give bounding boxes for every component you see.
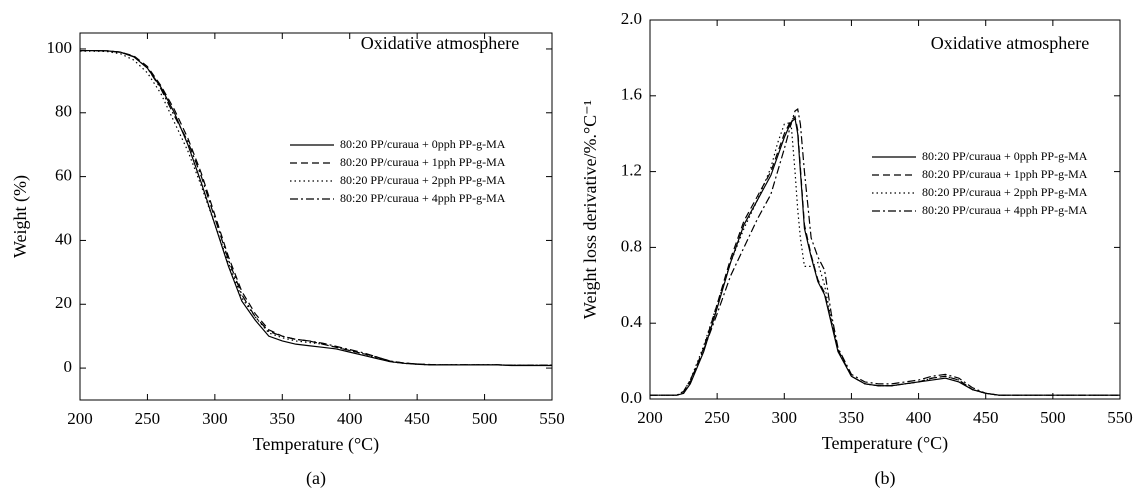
x-tick-label: 500 — [472, 409, 498, 428]
plot-frame — [649, 19, 1121, 400]
plot-frame — [79, 32, 553, 401]
x-tick-label: 550 — [1107, 408, 1133, 427]
y-tick-label: 0.8 — [621, 236, 642, 255]
legend-label: 80:20 PP/curaua + 2pph PP-g-MA — [340, 173, 506, 187]
y-tick-label: 1.2 — [621, 161, 642, 180]
x-tick-label: 450 — [404, 409, 430, 428]
data-line — [80, 49, 552, 367]
x-tick-label: 550 — [539, 409, 565, 428]
y-tick-label: 60 — [55, 166, 72, 185]
x-tick-label: 400 — [906, 408, 932, 427]
legend-label: 80:20 PP/curaua + 1pph PP-g-MA — [340, 155, 506, 169]
data-line — [650, 117, 1120, 396]
x-tick-label: 300 — [202, 409, 228, 428]
x-tick-label: 200 — [67, 409, 93, 428]
legend-label: 80:20 PP/curaua + 4pph PP-g-MA — [340, 191, 506, 205]
annotation: Oxidative atmosphere — [931, 33, 1089, 53]
legend-label: 80:20 PP/curaua + 0pph PP-g-MA — [340, 137, 506, 151]
x-tick-label: 300 — [772, 408, 798, 427]
legend-label: 80:20 PP/curaua + 1pph PP-g-MA — [922, 167, 1088, 181]
y-axis-label: Weight (%) — [10, 175, 31, 258]
data-line — [650, 108, 1120, 396]
y-axis-label: Weight loss derivative/%.°C⁻¹ — [580, 100, 600, 319]
x-tick-label: 250 — [704, 408, 730, 427]
x-axis-label: Temperature (°C) — [253, 434, 379, 455]
x-tick-label: 200 — [637, 408, 663, 427]
y-tick-label: 0.0 — [621, 388, 642, 407]
y-tick-label: 40 — [55, 229, 72, 248]
x-tick-label: 250 — [135, 409, 161, 428]
data-line — [650, 121, 1120, 396]
data-line — [80, 49, 552, 366]
y-tick-label: 2.0 — [621, 9, 642, 28]
annotation: Oxidative atmosphere — [361, 33, 519, 53]
data-line — [80, 50, 552, 366]
caption: (b) — [875, 468, 896, 489]
y-tick-label: 20 — [55, 293, 72, 312]
legend-label: 80:20 PP/curaua + 0pph PP-g-MA — [922, 149, 1088, 163]
data-line — [80, 49, 552, 366]
x-tick-label: 350 — [270, 409, 296, 428]
y-tick-label: 1.6 — [621, 85, 642, 104]
y-tick-label: 0 — [64, 357, 73, 376]
y-tick-label: 0.4 — [621, 312, 643, 331]
y-tick-label: 100 — [47, 38, 73, 57]
x-axis-label: Temperature (°C) — [822, 433, 948, 454]
x-tick-label: 500 — [1040, 408, 1066, 427]
x-tick-label: 450 — [973, 408, 999, 427]
x-tick-label: 350 — [839, 408, 865, 427]
legend-label: 80:20 PP/curaua + 4pph PP-g-MA — [922, 203, 1088, 217]
y-tick-label: 80 — [55, 102, 72, 121]
caption: (a) — [306, 468, 326, 489]
legend-label: 80:20 PP/curaua + 2pph PP-g-MA — [922, 185, 1088, 199]
x-tick-label: 400 — [337, 409, 363, 428]
